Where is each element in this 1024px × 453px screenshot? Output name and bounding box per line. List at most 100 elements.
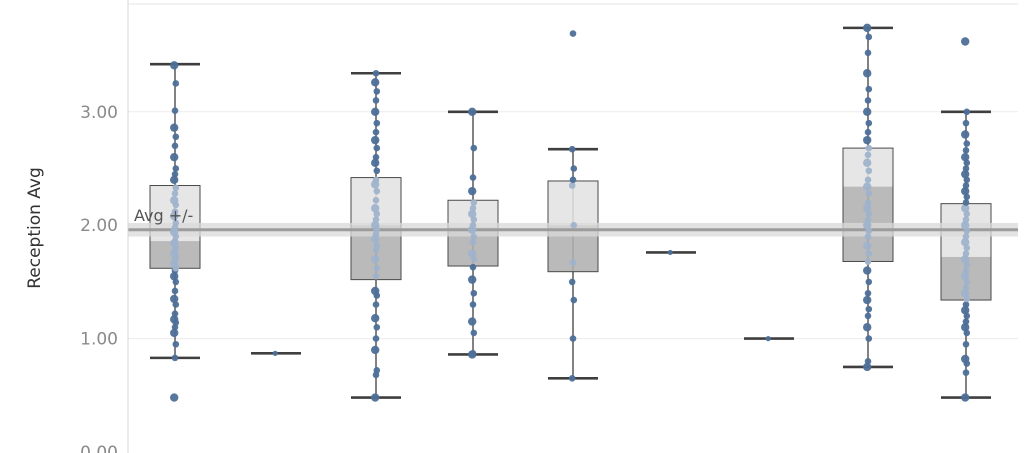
data-point [865, 85, 873, 93]
data-point [172, 340, 180, 348]
data-point [171, 170, 179, 178]
data-point [172, 133, 180, 141]
data-point [765, 336, 771, 342]
data-point [468, 317, 477, 326]
data-point [372, 216, 380, 223]
data-point [864, 97, 872, 104]
data-point [469, 301, 477, 308]
data-point [373, 323, 381, 331]
data-point [371, 135, 380, 145]
data-point [570, 165, 578, 172]
data-point [568, 145, 576, 153]
data-point [961, 152, 970, 162]
data-point [172, 165, 180, 172]
data-point [371, 78, 380, 87]
data-point [864, 357, 872, 365]
data-point [170, 393, 179, 402]
data-point [468, 275, 477, 284]
data-point [373, 88, 381, 95]
data-point [373, 187, 381, 195]
data-point [170, 61, 179, 70]
data-point [568, 278, 576, 286]
data-point [962, 267, 970, 274]
data-point [371, 255, 380, 264]
data-point [863, 107, 872, 117]
data-point [171, 107, 179, 114]
data-point [372, 153, 380, 161]
data-point [373, 144, 381, 152]
data-point [863, 295, 872, 305]
data-point [569, 30, 577, 37]
data-point [864, 128, 872, 136]
data-point [568, 374, 576, 382]
data-point [170, 175, 179, 185]
data-point [170, 294, 179, 304]
y-tick-label: 3.00 [80, 103, 118, 123]
data-point [667, 249, 673, 256]
data-point [373, 119, 381, 127]
data-point [961, 221, 970, 230]
data-point [864, 199, 872, 206]
y-tick-label: 1.00 [80, 330, 118, 350]
data-point [863, 158, 872, 168]
data-point [962, 318, 970, 325]
data-point [171, 310, 179, 317]
data-point [371, 286, 380, 296]
data-point [469, 263, 477, 271]
data-point [962, 340, 970, 348]
data-point [962, 165, 970, 172]
y-axis-label: Reception Avg [25, 167, 45, 289]
data-point [962, 301, 970, 308]
data-point [468, 186, 477, 196]
data-point [372, 272, 380, 280]
data-point [372, 97, 380, 104]
data-point [865, 119, 873, 127]
data-point [864, 312, 872, 320]
data-point [569, 176, 577, 184]
data-point [864, 216, 872, 223]
data-point [864, 49, 872, 57]
data-point [962, 233, 970, 240]
data-point [372, 176, 380, 184]
data-point [372, 301, 380, 308]
data-point [865, 305, 873, 313]
data-point [373, 367, 381, 374]
data-point [373, 167, 381, 175]
data-point [172, 184, 180, 192]
y-axis: 0.00 1.00 2.00 3.00 [80, 0, 1018, 453]
data-point [962, 216, 970, 223]
data-point [863, 69, 872, 78]
data-point [171, 142, 179, 150]
data-point [962, 147, 970, 154]
data-point [468, 209, 477, 219]
data-point [171, 354, 179, 362]
data-point [962, 119, 970, 127]
data-point [371, 203, 380, 213]
data-point [172, 219, 180, 227]
data-point [171, 190, 179, 197]
data-point [865, 250, 873, 257]
data-point [468, 107, 477, 117]
data-point [170, 152, 179, 162]
data-point [170, 272, 179, 281]
data-point [961, 130, 970, 139]
data-point [863, 135, 872, 145]
data-point [371, 221, 380, 230]
data-point [865, 278, 873, 286]
data-point [961, 393, 970, 402]
data-point [961, 272, 970, 281]
data-point [470, 329, 478, 337]
data-point [863, 266, 872, 275]
data-point [470, 199, 478, 206]
data-point [468, 249, 477, 258]
data-point [863, 323, 872, 332]
data-point [372, 196, 380, 204]
data-point [373, 264, 381, 272]
data-point [963, 108, 971, 116]
data-point [569, 335, 577, 342]
data-point [961, 186, 970, 196]
data-point [172, 80, 180, 87]
data-point [372, 335, 380, 342]
data-point [171, 208, 179, 215]
